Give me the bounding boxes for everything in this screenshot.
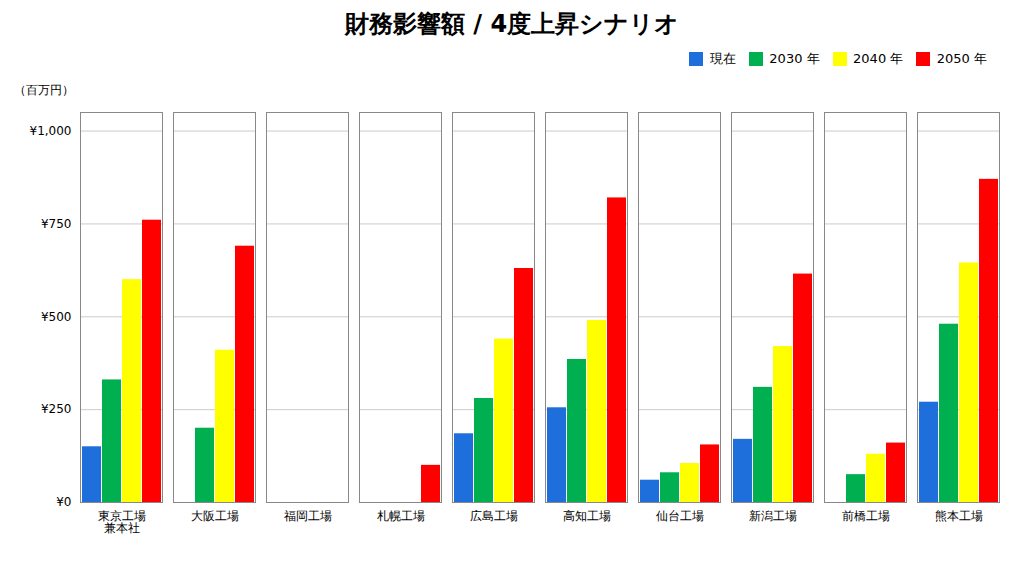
html-text:2030 年: 2030 年 bbox=[769, 50, 820, 66]
svg-text:¥1,000: ¥1,000 bbox=[30, 123, 72, 137]
svg-text:大阪工場: 大阪工場 bbox=[191, 509, 239, 523]
svg-text:福岡工場: 福岡工場 bbox=[284, 509, 332, 523]
svg-text:¥500: ¥500 bbox=[41, 309, 72, 323]
svg-text:札幌工場: 札幌工場 bbox=[377, 509, 425, 523]
svg-text:広島工場: 広島工場 bbox=[470, 509, 518, 523]
svg-text:（百万円）: （百万円） bbox=[14, 83, 74, 97]
html-text:2050 年: 2050 年 bbox=[936, 50, 987, 66]
svg-text:前橋工場: 前橋工場 bbox=[842, 509, 890, 523]
html-text:2040 年: 2040 年 bbox=[853, 50, 904, 66]
svg-text:¥250: ¥250 bbox=[41, 402, 72, 416]
svg-text:熊本工場: 熊本工場 bbox=[935, 509, 983, 523]
svg-text:仙台工場: 仙台工場 bbox=[656, 509, 704, 523]
html-text:現在: 現在 bbox=[709, 50, 736, 66]
svg-text:新潟工場: 新潟工場 bbox=[749, 509, 797, 523]
svg-text:東京工場兼本社: 東京工場兼本社 bbox=[98, 509, 146, 535]
html-text:財務影響額 / 4度上昇シナリオ: 財務影響額 / 4度上昇シナリオ bbox=[344, 10, 680, 38]
svg-text:高知工場: 高知工場 bbox=[563, 509, 611, 523]
svg-text:¥0: ¥0 bbox=[56, 495, 71, 509]
svg-text:¥750: ¥750 bbox=[41, 216, 72, 230]
